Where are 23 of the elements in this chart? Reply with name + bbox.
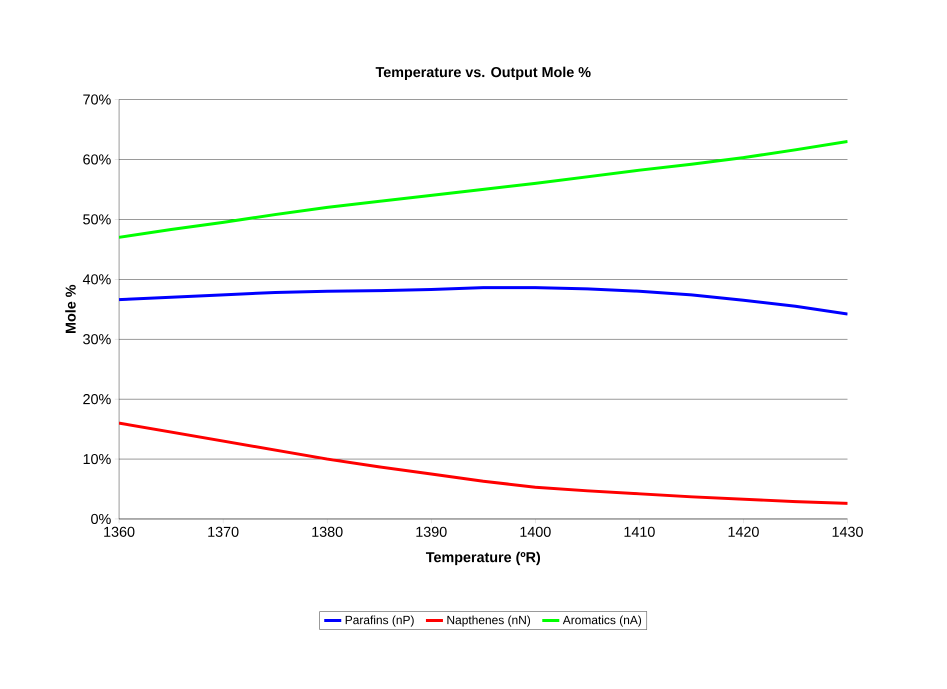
y-axis-title: Mole % (65, 284, 76, 333)
y-tick-label: 30% (83, 334, 111, 344)
y-tick-label: 40% (82, 274, 111, 284)
y-tick-label: 60% (83, 154, 111, 164)
legend-label: Parafins (nP) (346, 615, 414, 627)
line-series (119, 286, 848, 316)
x-tick-label: 1430 (832, 526, 863, 537)
y-tick-label: 10% (84, 454, 111, 464)
x-tick-label: 1410 (624, 526, 655, 537)
x-tick-label: 1370 (208, 526, 239, 537)
legend-label: Napthenes (nN) (447, 615, 530, 627)
y-tick-label: 0% (91, 514, 111, 524)
x-tick-label: 1420 (728, 526, 759, 537)
chart-title: Temperature vs. Output Mole % (376, 66, 591, 80)
x-tick-label: 1380 (312, 526, 343, 537)
x-axis-title: Temperature (ºR) (426, 552, 540, 566)
y-tick-label: 20% (83, 394, 111, 404)
x-tick-label: 1360 (104, 526, 134, 537)
x-tick-label: 1390 (416, 526, 447, 537)
y-tick-label: 70% (83, 94, 111, 105)
x-tick-label: 1400 (520, 526, 551, 537)
legend-label: Aromatics (nA) (562, 615, 642, 627)
y-tick-label: 50% (83, 214, 111, 224)
